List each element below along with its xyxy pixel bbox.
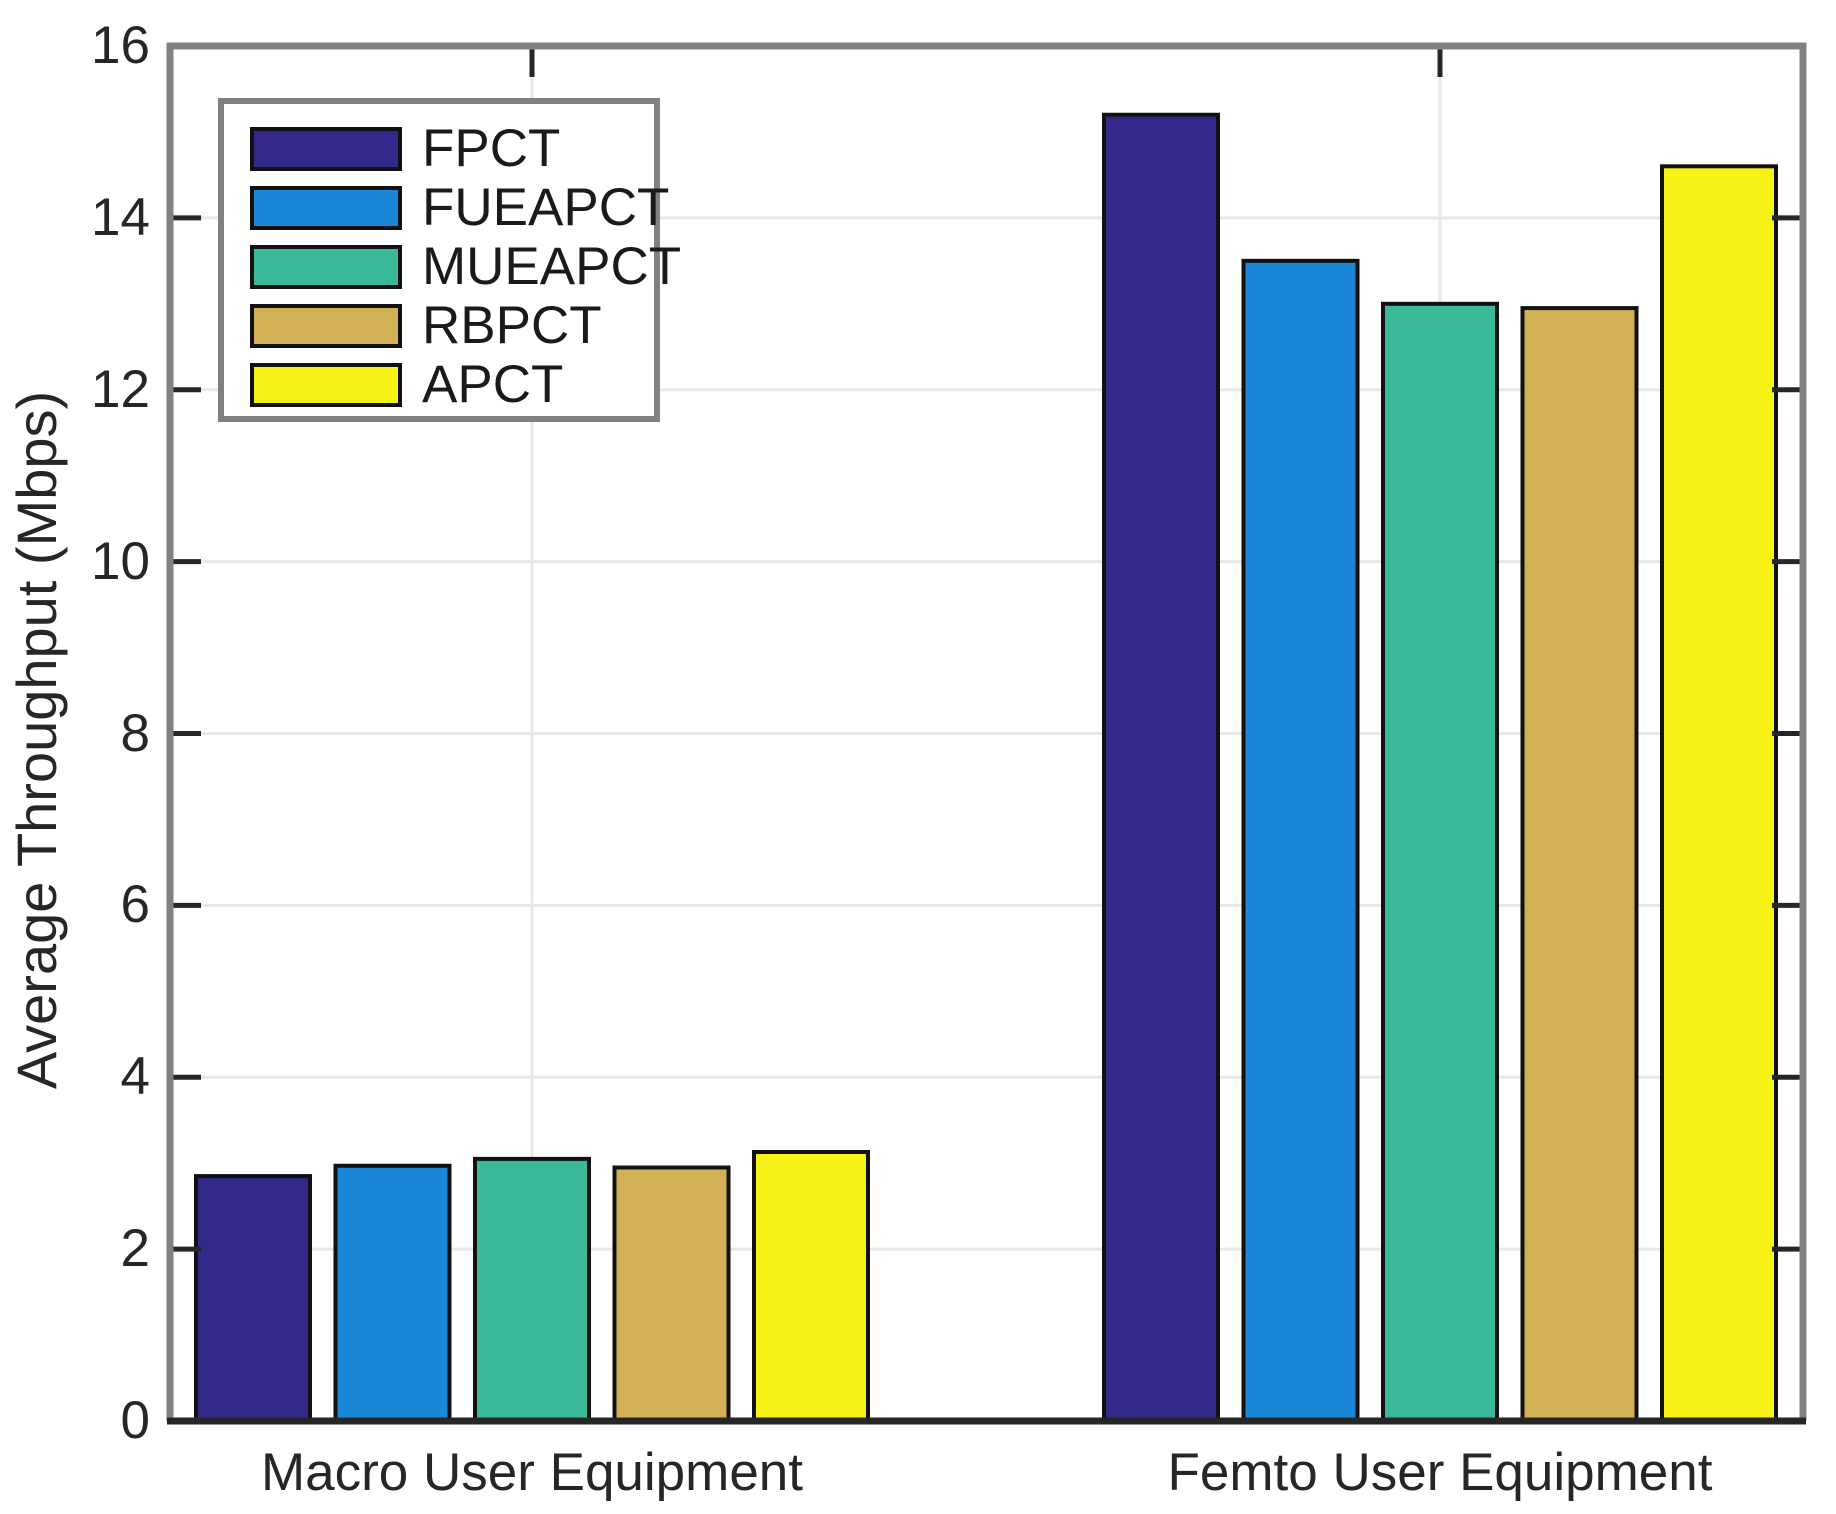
legend-item-apct: APCT xyxy=(224,355,654,414)
bar-rbpct-macro xyxy=(612,1165,731,1423)
y-tick-label-0: 0 xyxy=(120,1391,150,1450)
bar-mueapct-femto xyxy=(1381,301,1499,1423)
legend-swatch-mueapct xyxy=(250,244,402,289)
legend-swatch-apct xyxy=(250,362,402,407)
bar-fpct-macro xyxy=(194,1174,312,1423)
legend-label-rbpct: RBPCT xyxy=(422,296,602,355)
legend-label-fpct: FPCT xyxy=(422,119,561,178)
legend-item-mueapct: MUEAPCT xyxy=(224,237,681,296)
y-tick-label-2: 2 xyxy=(120,1219,150,1279)
y-tick-label-4: 4 xyxy=(120,1047,150,1107)
y-tick-label-14: 14 xyxy=(91,187,150,247)
legend-swatch-fueapct xyxy=(250,185,402,230)
legend-item-fpct: FPCT xyxy=(224,119,654,178)
x-category-label-macro: Macro User Equipment xyxy=(261,1443,803,1502)
x-category-label-femto: Femto User Equipment xyxy=(1167,1443,1713,1502)
bar-fueapct-macro xyxy=(333,1163,452,1423)
bar-fpct-femto xyxy=(1102,112,1220,1423)
legend-label-fueapct: FUEAPCT xyxy=(422,178,670,237)
y-tick-label-8: 8 xyxy=(120,703,150,763)
bar-apct-femto xyxy=(1660,164,1778,1423)
bar-mueapct-macro xyxy=(473,1156,591,1423)
legend-swatch-fpct xyxy=(250,126,402,171)
legend: FPCT FUEAPCT MUEAPCT RBPCT APCT xyxy=(218,98,681,422)
legend-label-mueapct: MUEAPCT xyxy=(422,237,682,296)
legend-item-rbpct: RBPCT xyxy=(224,296,654,355)
legend-label-apct: APCT xyxy=(422,355,564,414)
bar-apct-macro xyxy=(752,1150,870,1423)
y-tick-label-10: 10 xyxy=(91,531,150,591)
y-tick-label-12: 12 xyxy=(91,359,150,419)
bar-fueapct-femto xyxy=(1241,258,1360,1423)
bar-rbpct-femto xyxy=(1520,306,1639,1423)
y-tick-label-16: 16 xyxy=(91,16,150,75)
y-axis-title: Average Throughput (Mbps) xyxy=(5,390,68,1090)
legend-item-fueapct: FUEAPCT xyxy=(224,178,669,237)
legend-swatch-rbpct xyxy=(250,303,402,348)
y-tick-label-6: 6 xyxy=(120,875,150,935)
